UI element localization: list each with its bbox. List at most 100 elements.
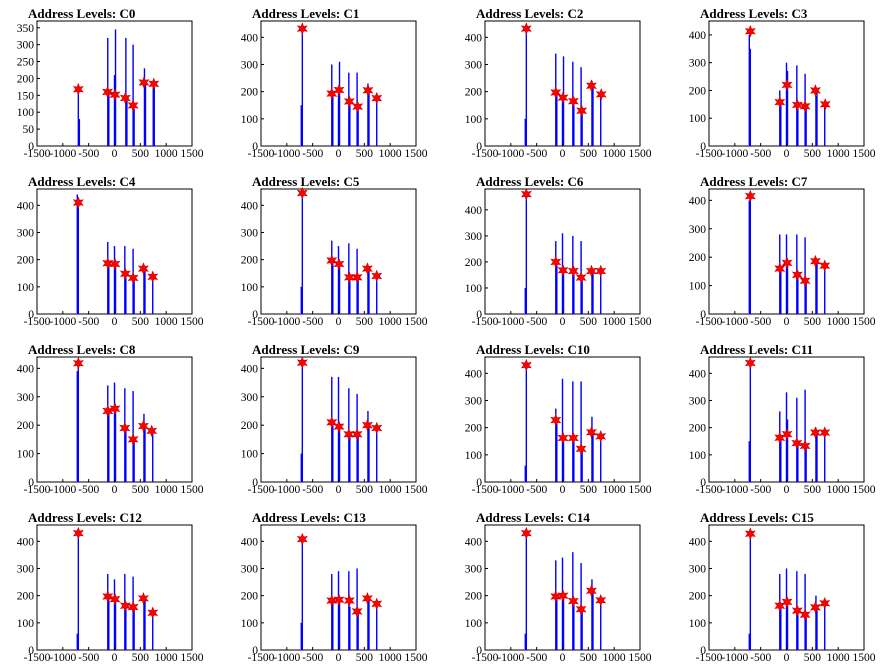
peak-marker (119, 267, 131, 281)
histogram-bar (331, 240, 333, 314)
x-tick-label: -500 (302, 316, 323, 328)
peak-marker (791, 436, 803, 450)
x-tick-label: 1500 (853, 652, 876, 664)
subplot-c13: Address Levels: C13 0 100 200 300 400 -1500-10… (241, 510, 428, 664)
y-tick-label: 100 (17, 107, 35, 119)
peak-marker (557, 91, 569, 104)
peak-marker (102, 256, 114, 270)
x-tick-label: 1500 (629, 484, 652, 496)
y-tick-label: 100 (17, 618, 35, 630)
histogram-bar (797, 441, 799, 482)
y-tick-label: 300 (241, 563, 259, 575)
x-tick-label: -1500 (24, 316, 51, 328)
histogram-bar (331, 376, 333, 482)
subplot-title: Address Levels: C15 (700, 510, 814, 525)
y-tick-label: 0 (700, 477, 706, 489)
histogram-bar (592, 433, 594, 482)
peak-marker (351, 427, 363, 441)
histogram-bar (301, 194, 304, 314)
x-tick-label: 1500 (181, 148, 204, 160)
subplot-c11: Address Levels: C11 0 100 200 300 400 -1500-10… (689, 342, 876, 496)
peak-marker (781, 427, 793, 441)
x-tick-label: 500 (804, 484, 822, 496)
histogram-bar (113, 75, 116, 146)
histogram-bar (591, 267, 593, 315)
x-tick-label: -1500 (24, 652, 51, 664)
histogram-bar (337, 246, 340, 314)
histogram-bar (348, 72, 350, 146)
y-tick-label: 300 (465, 395, 483, 407)
x-tick-label: 1000 (155, 652, 178, 664)
x-tick-label: 0 (112, 652, 118, 664)
y-tick-label: 50 (23, 124, 35, 136)
x-tick-label: 1000 (827, 652, 850, 664)
histogram-bar (349, 436, 351, 482)
histogram-bar (556, 91, 558, 146)
peak-marker (595, 593, 607, 607)
peak-marker (352, 100, 364, 113)
y-tick-label: 0 (476, 309, 482, 321)
histogram-bar (556, 595, 558, 650)
histogram-bar (367, 595, 369, 650)
peak-marker (576, 104, 588, 117)
subplot-c3: Address Levels: C3 0 100 200 300 400 -1500-100… (689, 6, 876, 160)
histogram-bar (779, 411, 781, 482)
y-tick-label: 100 (689, 113, 707, 125)
x-tick-label: 1000 (827, 484, 850, 496)
x-tick-label: 500 (132, 652, 150, 664)
histogram-bar (114, 29, 117, 147)
y-tick-label: 400 (241, 363, 259, 375)
y-tick-label: 100 (465, 114, 483, 126)
subplot-c14: Address Levels: C14 0 100 200 300 400 -1500-10… (465, 510, 652, 664)
histogram-bar (525, 365, 528, 482)
subplot-title: Address Levels: C7 (700, 174, 808, 189)
x-tick-label: 1000 (827, 316, 850, 328)
peak-marker (371, 269, 383, 283)
x-tick-label: 1000 (155, 316, 178, 328)
x-tick-label: -1500 (472, 652, 499, 664)
y-tick-label: 200 (689, 252, 707, 264)
histogram-bar (797, 104, 799, 146)
peak-marker (819, 596, 831, 610)
histogram-bar (581, 609, 583, 650)
histogram-bar (152, 611, 154, 650)
x-tick-label: 500 (356, 484, 374, 496)
x-tick-label: -1500 (696, 652, 723, 664)
y-tick-label: 0 (252, 645, 258, 657)
peak-marker (520, 187, 532, 201)
peak-marker (774, 95, 786, 109)
y-tick-label: 150 (17, 90, 35, 102)
histogram-bar (785, 568, 788, 650)
peak-marker (333, 83, 345, 97)
histogram-bar (561, 557, 564, 650)
x-tick-label: 1000 (379, 316, 402, 328)
peak-marker (744, 527, 756, 541)
subplot-title: Address Levels: C2 (476, 6, 583, 21)
subplot-c2: Address Levels: C2 0 100 200 300 400 -1500-100… (465, 6, 652, 160)
y-tick-label: 300 (17, 227, 35, 239)
peak-marker (567, 431, 579, 445)
x-tick-label: -500 (526, 652, 547, 664)
peak-marker (595, 88, 607, 101)
x-tick-label: -1500 (472, 316, 499, 328)
x-tick-label: -500 (78, 148, 99, 160)
histogram-bar (600, 269, 602, 314)
x-tick-label: -1000 (721, 484, 748, 496)
y-tick-label: 200 (465, 591, 483, 603)
histogram-bar (107, 385, 109, 482)
histogram-bar (815, 595, 817, 650)
peak-marker (119, 599, 131, 613)
x-tick-label: -1000 (273, 652, 300, 664)
y-tick-label: 100 (465, 450, 483, 462)
histogram-bar (368, 270, 370, 314)
histogram-bar (573, 438, 575, 482)
histogram-bar (525, 533, 528, 650)
subplot-c6: Address Levels: C6 0 100 200 300 400 -1500-100… (465, 174, 652, 328)
histogram-bar (824, 603, 826, 650)
y-tick-label: 100 (241, 449, 259, 461)
peak-marker (557, 589, 569, 602)
histogram-bar (133, 278, 135, 314)
y-tick-label: 100 (689, 281, 707, 293)
histogram-bar (357, 107, 359, 146)
peak-marker (799, 439, 811, 453)
